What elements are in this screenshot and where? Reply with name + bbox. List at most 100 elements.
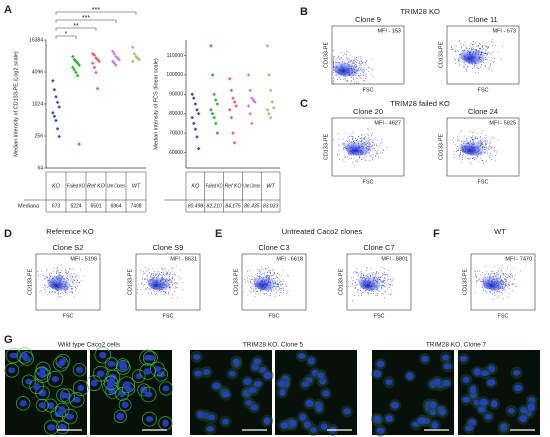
y-axis-label: CD133-PE xyxy=(323,42,329,69)
nucleus xyxy=(320,423,328,431)
event-dot xyxy=(381,142,383,144)
nucleus xyxy=(107,360,116,367)
event-dot xyxy=(503,288,504,290)
nucleus xyxy=(51,376,59,383)
mfi-label: MFI - 5198 xyxy=(70,256,97,262)
event-dot xyxy=(475,63,477,65)
event-dot xyxy=(364,290,366,291)
nucleus xyxy=(8,367,16,374)
event-dot xyxy=(377,150,378,151)
event-dot xyxy=(459,159,461,161)
data-point xyxy=(193,127,198,132)
event-dot xyxy=(361,61,362,62)
event-dot xyxy=(333,57,334,59)
nucleus xyxy=(203,368,211,376)
event-dot xyxy=(485,137,487,139)
x-axis-label: FSC xyxy=(478,179,489,185)
event-dot xyxy=(352,77,354,79)
nucleus xyxy=(508,407,515,414)
event-dot xyxy=(345,156,346,158)
event-dot xyxy=(365,156,367,157)
event-dot xyxy=(275,288,277,290)
event-dot xyxy=(333,72,334,73)
data-point xyxy=(77,142,81,146)
event-dot xyxy=(342,148,344,150)
event-dot xyxy=(161,272,162,274)
event-dot xyxy=(161,267,162,269)
event-dot xyxy=(139,269,141,271)
event-dot xyxy=(281,284,283,285)
event-dot xyxy=(483,162,485,164)
event-dot xyxy=(247,280,248,282)
event-dot xyxy=(151,292,153,294)
image-caption: Wild type Caco2 cells xyxy=(58,342,121,349)
event-dot xyxy=(273,289,274,291)
nucleus xyxy=(443,363,452,370)
event-dot xyxy=(247,281,249,283)
data-point xyxy=(192,121,196,126)
event-dot xyxy=(486,141,488,143)
event-dot xyxy=(470,158,471,159)
nucleus xyxy=(462,376,470,383)
nucleus xyxy=(162,419,169,427)
event-dot xyxy=(338,58,340,60)
x-axis-label: FSC xyxy=(163,313,174,319)
event-dot xyxy=(343,53,345,55)
event-dot xyxy=(491,273,492,274)
nucleus xyxy=(442,354,450,361)
event-dot xyxy=(459,54,461,55)
event-dot xyxy=(57,270,59,271)
event-dot xyxy=(182,289,184,291)
event-dot xyxy=(355,270,357,272)
event-dot xyxy=(365,73,367,75)
event-dot xyxy=(363,156,365,158)
x-axis-label: FSC xyxy=(363,87,374,93)
event-dot xyxy=(355,284,357,286)
event-dot xyxy=(467,158,469,159)
event-dot xyxy=(362,273,364,274)
significance-bracket xyxy=(55,35,77,39)
event-dot xyxy=(475,64,477,66)
event-dot xyxy=(373,144,375,145)
event-dot xyxy=(487,273,489,274)
event-dot xyxy=(384,272,385,273)
event-dot xyxy=(374,155,376,156)
event-dot xyxy=(269,270,271,272)
event-dot xyxy=(360,270,362,272)
event-dot xyxy=(177,297,178,298)
panel-letter: A xyxy=(4,4,12,16)
event-dot xyxy=(253,288,255,290)
event-dot xyxy=(484,152,486,154)
event-dot xyxy=(164,291,166,293)
event-dot xyxy=(478,46,480,47)
event-dot xyxy=(333,77,334,79)
event-dot xyxy=(343,78,344,80)
median-value: 82.210 xyxy=(207,203,223,209)
event-dot xyxy=(356,272,358,274)
event-dot xyxy=(367,267,369,268)
event-dot xyxy=(451,47,452,48)
event-dot xyxy=(354,295,356,296)
event-dot xyxy=(492,273,494,275)
event-dot xyxy=(486,46,487,47)
event-dot xyxy=(254,288,256,290)
event-dot xyxy=(459,58,461,59)
nucleus xyxy=(299,413,307,421)
event-dot xyxy=(498,295,500,297)
event-dot xyxy=(58,293,59,295)
event-dot xyxy=(257,273,258,274)
density-core xyxy=(47,273,74,291)
event-dot xyxy=(364,138,365,140)
event-dot xyxy=(141,283,143,285)
event-dot xyxy=(154,291,156,293)
event-dot xyxy=(462,140,464,142)
event-dot xyxy=(384,280,385,281)
data-point xyxy=(74,59,78,64)
event-dot xyxy=(341,56,343,58)
event-dot xyxy=(489,291,491,292)
event-dot xyxy=(163,291,164,292)
event-dot xyxy=(480,280,482,282)
event-dot xyxy=(356,83,357,84)
event-dot xyxy=(493,62,494,63)
data-point xyxy=(210,73,215,77)
